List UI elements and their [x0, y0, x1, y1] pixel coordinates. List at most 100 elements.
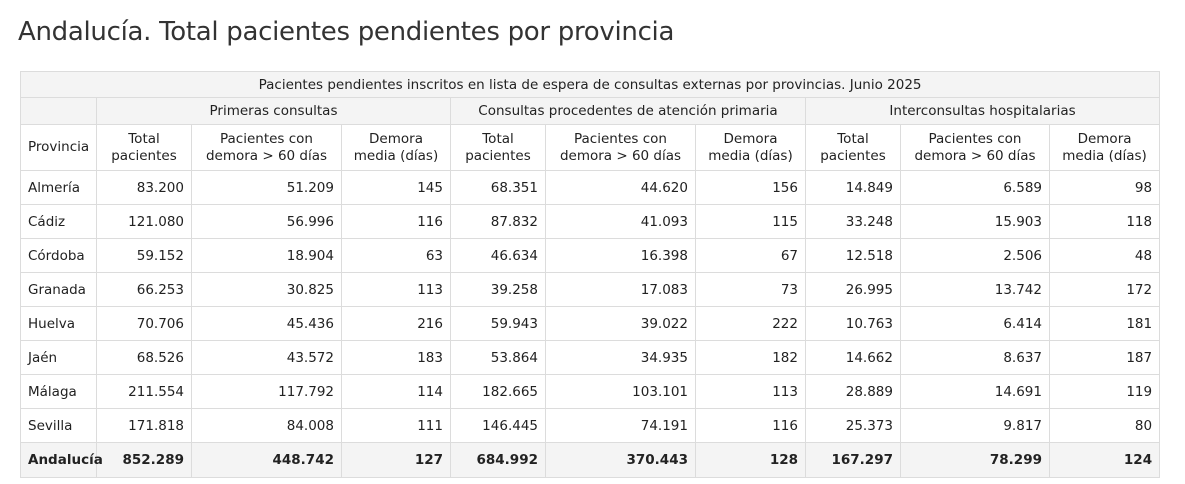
table-row: Huelva 70.706 45.436 216 59.943 39.022 222 10.7…	[20, 306, 1161, 341]
value-cell: 14.849	[805, 170, 901, 205]
value-cell: 26.995	[805, 272, 901, 307]
value-cell: 852.289	[96, 442, 192, 478]
column-header: Pacientes con demora > 60 días	[191, 124, 342, 171]
column-header-line: media (días)	[708, 147, 793, 164]
value-cell: 39.258	[450, 272, 546, 307]
value-cell: 66.253	[96, 272, 192, 307]
column-header-line: demora > 60 días	[205, 147, 328, 164]
value-cell: 113	[695, 374, 806, 409]
column-header-provincia: Provincia	[20, 124, 97, 171]
value-cell: 43.572	[191, 340, 342, 375]
group-header: Consultas procedentes de atención primar…	[450, 97, 806, 125]
value-cell: 117.792	[191, 374, 342, 409]
column-header-line: Total	[837, 130, 869, 147]
column-header: Total pacientes	[805, 124, 901, 171]
column-header: Demora media (días)	[1048, 124, 1161, 171]
value-cell: 59.152	[96, 238, 192, 273]
value-cell: 187	[1048, 340, 1161, 375]
value-cell: 222	[695, 306, 806, 341]
value-cell: 119	[1048, 374, 1161, 409]
value-cell: 74.191	[545, 408, 696, 443]
table-row: Granada 66.253 30.825 113 39.258 17.083 73 26.9…	[20, 272, 1161, 307]
column-header-line: demora > 60 días	[559, 147, 682, 164]
value-cell: 145	[341, 170, 451, 205]
value-cell: 18.904	[191, 238, 342, 273]
value-cell: 114	[341, 374, 451, 409]
province-cell: Huelva	[20, 306, 97, 341]
value-cell: 113	[341, 272, 451, 307]
value-cell: 111	[341, 408, 451, 443]
table-row: Sevilla 171.818 84.008 111 146.445 74.191 116 2…	[20, 408, 1161, 443]
value-cell: 116	[341, 204, 451, 239]
column-header-line: Total	[482, 130, 514, 147]
value-cell: 28.889	[805, 374, 901, 409]
column-header-line: Pacientes con	[573, 130, 667, 147]
value-cell: 34.935	[545, 340, 696, 375]
value-cell: 684.992	[450, 442, 546, 478]
value-cell: 167.297	[805, 442, 901, 478]
value-cell: 70.706	[96, 306, 192, 341]
value-cell: 87.832	[450, 204, 546, 239]
value-cell: 182.665	[450, 374, 546, 409]
value-cell: 10.763	[805, 306, 901, 341]
value-cell: 68.526	[96, 340, 192, 375]
value-cell: 84.008	[191, 408, 342, 443]
value-cell: 6.589	[900, 170, 1050, 205]
value-cell: 17.083	[545, 272, 696, 307]
table-row: Almería 83.200 51.209 145 68.351 44.620 156 14.…	[20, 170, 1161, 205]
column-header: Pacientes con demora > 60 días	[545, 124, 696, 171]
value-cell: 45.436	[191, 306, 342, 341]
column-header: Pacientes con demora > 60 días	[900, 124, 1050, 171]
value-cell: 48	[1048, 238, 1161, 273]
value-cell: 6.414	[900, 306, 1050, 341]
column-header-line: media (días)	[1062, 147, 1147, 164]
column-header: Demora media (días)	[695, 124, 806, 171]
value-cell: 14.691	[900, 374, 1050, 409]
value-cell: 181	[1048, 306, 1161, 341]
column-header-line: pacientes	[111, 147, 177, 164]
value-cell: 67	[695, 238, 806, 273]
value-cell: 39.022	[545, 306, 696, 341]
value-cell: 41.093	[545, 204, 696, 239]
value-cell: 98	[1048, 170, 1161, 205]
province-cell: Granada	[20, 272, 97, 307]
column-header: Total pacientes	[96, 124, 192, 171]
value-cell: 44.620	[545, 170, 696, 205]
value-cell: 116	[695, 408, 806, 443]
table-row: Málaga 211.554 117.792 114 182.665 103.101 113…	[20, 374, 1161, 409]
value-cell: 103.101	[545, 374, 696, 409]
value-cell: 216	[341, 306, 451, 341]
value-cell: 211.554	[96, 374, 192, 409]
column-header-line: pacientes	[820, 147, 886, 164]
value-cell: 63	[341, 238, 451, 273]
value-cell: 59.943	[450, 306, 546, 341]
value-cell: 8.637	[900, 340, 1050, 375]
column-header-line: Demora	[369, 130, 423, 147]
table-row: Cádiz 121.080 56.996 116 87.832 41.093 115 33.2…	[20, 204, 1161, 239]
value-cell: 183	[341, 340, 451, 375]
value-cell: 83.200	[96, 170, 192, 205]
value-cell: 53.864	[450, 340, 546, 375]
value-cell: 156	[695, 170, 806, 205]
value-cell: 182	[695, 340, 806, 375]
column-header: Total pacientes	[450, 124, 546, 171]
column-header: Demora media (días)	[341, 124, 451, 171]
page-title: Andalucía. Total pacientes pendientes po…	[18, 17, 675, 47]
province-cell: Sevilla	[20, 408, 97, 443]
table-row: Córdoba 59.152 18.904 63 46.634 16.398 67 12.51…	[20, 238, 1161, 273]
group-header: Interconsultas hospitalarias	[804, 97, 1161, 125]
group-header: Primeras consultas	[96, 97, 451, 125]
column-header-line: demora > 60 días	[914, 147, 1036, 164]
column-header-line: Total	[128, 130, 160, 147]
value-cell: 128	[695, 442, 806, 478]
province-cell: Andalucía	[20, 442, 103, 478]
value-cell: 172	[1048, 272, 1161, 307]
value-cell: 46.634	[450, 238, 546, 273]
column-header-line: Demora	[1077, 130, 1132, 147]
value-cell: 56.996	[191, 204, 342, 239]
province-cell: Córdoba	[20, 238, 97, 273]
value-cell: 2.506	[900, 238, 1050, 273]
column-header-line: Pacientes con	[219, 130, 313, 147]
empty-header	[20, 97, 97, 125]
value-cell: 9.817	[900, 408, 1050, 443]
